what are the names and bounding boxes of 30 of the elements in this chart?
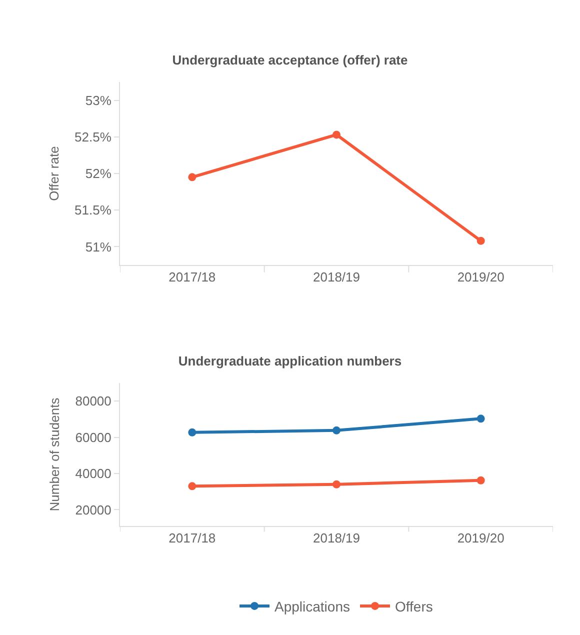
point: [188, 428, 196, 436]
x-tick-label: 2017/18: [168, 270, 216, 285]
x-tick-label: 2017/18: [168, 530, 216, 546]
y-axis-title: Offer rate: [46, 146, 62, 201]
point: [476, 476, 485, 484]
point: [476, 236, 485, 245]
x-tick-label: 2018/19: [313, 530, 360, 546]
chart-title: Undergraduate acceptance (offer) rate: [172, 52, 408, 68]
y-tick-label: 53%: [85, 92, 112, 108]
chart-title: Undergraduate application numbers: [178, 354, 402, 369]
point: [332, 480, 340, 488]
legend-label: Applications: [274, 598, 350, 614]
point: [332, 130, 340, 139]
y-tick-label: 80000: [75, 394, 112, 409]
x-tick-label: 2018/19: [313, 270, 360, 285]
legend-label: Offers: [395, 598, 433, 614]
y-tick-label: 51%: [85, 239, 112, 254]
point: [332, 426, 340, 434]
y-tick-label: 20000: [75, 502, 112, 518]
y-tick-label: 60000: [75, 430, 112, 445]
x-tick-label: 2019/20: [457, 530, 504, 546]
y-tick-label: 51.5%: [74, 202, 112, 218]
y-tick-label: 40000: [75, 466, 112, 482]
x-tick-label: 2019/20: [457, 270, 504, 285]
point: [188, 482, 196, 490]
y-axis-title: Number of students: [47, 397, 62, 512]
y-tick-label: 52.5%: [74, 129, 112, 144]
point: [476, 414, 485, 423]
y-tick-label: 52%: [85, 166, 112, 182]
point: [188, 173, 196, 182]
